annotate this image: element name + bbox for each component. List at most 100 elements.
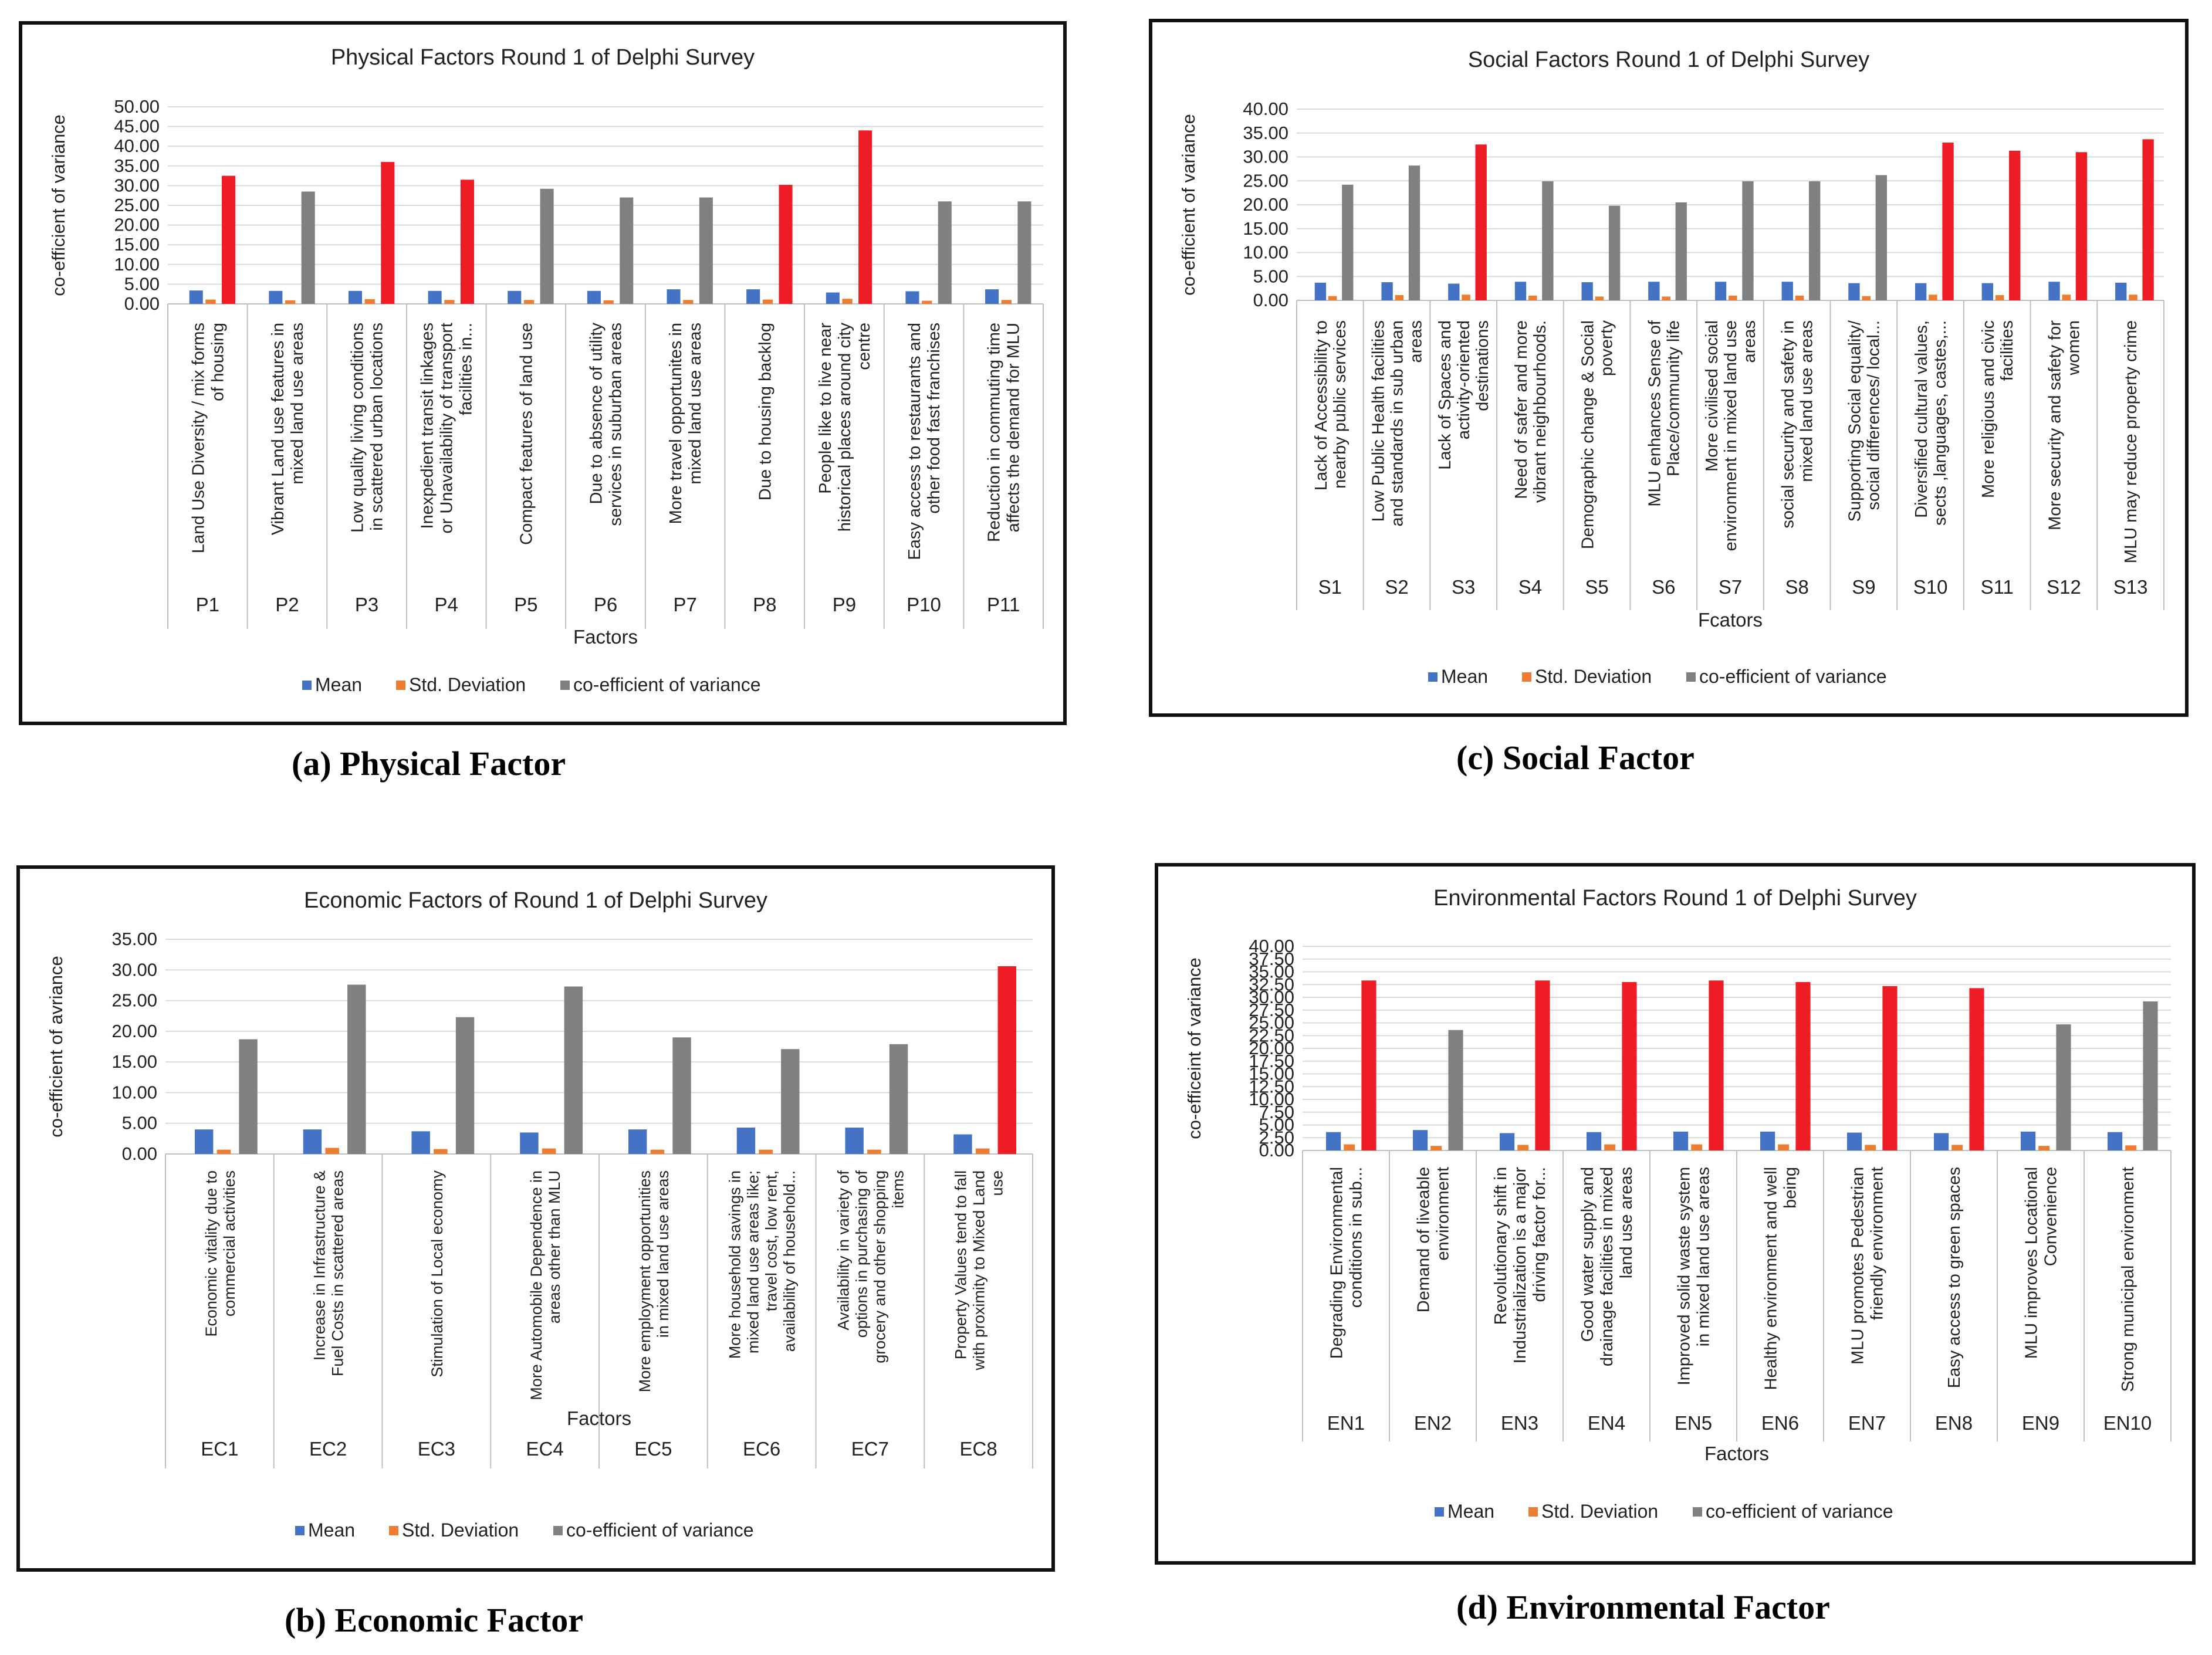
category-label-line: Low Public Health facilities [1369, 320, 1388, 522]
y-tick-label: 40.00 [1243, 99, 1288, 119]
legend-swatch [560, 681, 570, 690]
category-label: More security and safety for women [2045, 320, 2083, 530]
category-code-ec6: EC6 [743, 1438, 780, 1460]
category-label: Reduction in commuting time affects the d… [985, 323, 1023, 542]
legend-swatch [1693, 1507, 1702, 1517]
category-label-line: nearby public services [1331, 320, 1349, 489]
category-label-line: poverty [1598, 320, 1616, 377]
y-tick-label: 22.50 [1249, 1025, 1294, 1045]
category-label-line: Healthy environment and well [1762, 1167, 1781, 1390]
category-label-line: Easy access to restaurants and [905, 323, 924, 560]
category-label: Increase in Infrastructure & Fuel Costs i… [311, 1170, 347, 1376]
y-axis-gridlines: 0.005.0010.0015.0020.0025.0030.0035.0040… [114, 96, 1043, 314]
bar-s4-std-deviation [1528, 295, 1537, 300]
bar-en1-cv [1361, 980, 1376, 1150]
bar-en2-cv [1448, 1030, 1463, 1150]
legend-swatch [1435, 1507, 1444, 1517]
legend-swatch [1686, 672, 1696, 682]
bar-p5-cv [540, 188, 554, 304]
bar-en7-cv [1882, 986, 1898, 1150]
category-label: Low Public Health facilities and standard… [1369, 320, 1426, 526]
bar-en3-cv [1535, 980, 1550, 1150]
bar-ec4-std-deviation [542, 1148, 556, 1154]
y-tick-label: 35.00 [114, 155, 160, 176]
y-tick-label: 20.00 [114, 215, 160, 235]
category-code-s10: S10 [1913, 576, 1948, 598]
category-code-en10: EN10 [2103, 1412, 2152, 1434]
legend-swatch [1428, 672, 1438, 682]
bar-s11-mean [1981, 283, 1994, 300]
y-tick-label: 35.00 [1249, 962, 1294, 982]
bar-en7-mean [1847, 1132, 1862, 1150]
category-label-line: mixed land use areas [686, 323, 705, 485]
bar-en5-mean [1673, 1131, 1689, 1150]
bar-p7-cv [699, 197, 713, 304]
y-tick-label: 27.50 [1249, 1000, 1294, 1020]
bar-p2-std-deviation [285, 300, 296, 304]
category-label-line: historical places around city [836, 323, 854, 532]
category-label-line: More civilised social [1703, 320, 1721, 472]
category-label: Demand of liveable environment [1415, 1167, 1453, 1312]
bar-en6-mean [1760, 1131, 1775, 1150]
bar-ec4-mean [520, 1132, 539, 1154]
bar-en10-cv [2143, 1001, 2158, 1150]
category-code-s8: S8 [1785, 576, 1809, 598]
bar-ec7-mean [845, 1128, 864, 1154]
category-label-line: with proximity to Mixed Land [970, 1170, 988, 1371]
y-tick-label: 40.00 [1249, 936, 1294, 956]
category-code-s13: S13 [2113, 576, 2148, 598]
bar-p8-cv [779, 185, 793, 304]
category-label: Need of safer and more vibrant neighbourh… [1512, 320, 1550, 503]
category-label-line: Lack of Accessibility to [1312, 320, 1331, 490]
legend-label: co-efficient of variance [566, 1519, 754, 1541]
category-label-line: People like to live near [816, 323, 835, 494]
category-label: MLU may reduce property crime [2122, 320, 2140, 563]
category-code-s5: S5 [1585, 576, 1608, 598]
legend-swatch [1522, 672, 1531, 682]
y-tick-label: 35.00 [1243, 123, 1288, 143]
legend: Mean Std. Deviation co-efficient of varian… [1428, 666, 1887, 687]
bar-ec7-cv [889, 1044, 908, 1154]
category-label: Supporting Social equality/social differ… [1845, 320, 1883, 522]
bar-s11-std-deviation [1995, 295, 2004, 300]
category-label-line: social security and safety in [1779, 320, 1798, 529]
category-label-line: Good water supply and [1578, 1167, 1597, 1342]
category-code-p6: P6 [594, 594, 617, 615]
category-code-en2: EN2 [1414, 1412, 1452, 1434]
bar-s2-cv [1408, 165, 1420, 300]
legend: Mean Std. Deviation co-efficient of varian… [295, 1519, 754, 1541]
y-axis-gridlines: 0.002.505.007.5010.0012.5015.0017.5020.0… [1249, 936, 2171, 1160]
category-label: social security and safety in mixed land … [1779, 320, 1817, 529]
bar-series [194, 966, 1017, 1154]
bar-s4-mean [1514, 282, 1527, 300]
category-code-en4: EN4 [1588, 1412, 1625, 1434]
bar-s10-mean [1915, 283, 1927, 300]
bar-en4-mean [1587, 1132, 1602, 1150]
category-separators [1296, 300, 2164, 610]
bar-p9-std-deviation [842, 299, 853, 304]
category-label: Lack of Spaces and activity-oriented desti… [1436, 320, 1492, 470]
environmental-factor-caption: (d) Environmental Factor [1456, 1588, 1830, 1626]
y-tick-label: 10.00 [1243, 242, 1288, 263]
bar-ec5-cv [672, 1037, 691, 1154]
category-code-en3: EN3 [1501, 1412, 1538, 1434]
bar-p10-cv [938, 201, 952, 304]
category-label-line: centre [855, 323, 874, 370]
bar-p8-std-deviation [762, 299, 773, 304]
bar-p2-cv [301, 191, 315, 304]
category-label: Demographic change & Social poverty [1579, 320, 1616, 550]
category-label-line: More religious and civic [1979, 320, 1998, 498]
legend-label: Mean [308, 1519, 355, 1541]
category-label-line: Place/community life [1664, 320, 1683, 476]
bar-s2-std-deviation [1395, 295, 1404, 300]
category-label-line: Economic vitality due to [202, 1170, 220, 1337]
bar-ec5-mean [628, 1129, 647, 1154]
chart-title: Social Factors Round 1 of Delphi Survey [1468, 48, 1869, 72]
category-label-line: Land Use Diversity / mix forms [189, 323, 208, 553]
category-code-en1: EN1 [1327, 1412, 1365, 1434]
bar-p6-mean [587, 290, 601, 304]
category-label: People like to live near historical place… [816, 323, 874, 532]
bar-p9-mean [826, 292, 840, 304]
bar-en2-std-deviation [1430, 1146, 1442, 1150]
chart-title: Environmental Factors Round 1 of Delphi … [1433, 886, 1917, 911]
